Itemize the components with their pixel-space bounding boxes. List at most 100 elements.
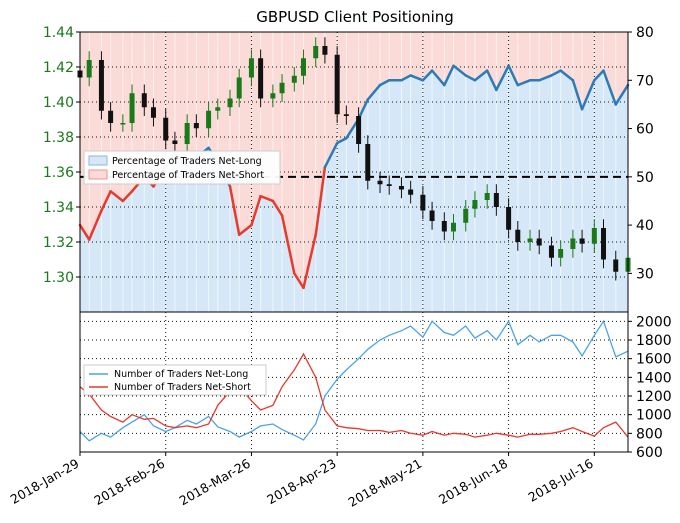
percent-net-long-segment	[250, 194, 262, 227]
bottom-legend: Number of Traders Net-Long Number of Trad…	[83, 364, 267, 396]
candle-body	[386, 184, 392, 186]
percent-net-long-segment	[121, 190, 134, 203]
top-legend: Percentage of Traders Net-Long Percentage…	[83, 150, 281, 185]
percent-net-long-segment	[421, 69, 434, 82]
top-legend-box	[83, 150, 281, 185]
right-axis-tick-label: 40	[636, 218, 654, 234]
candle-body	[484, 193, 490, 200]
candle-body	[184, 123, 190, 144]
bottom-plot-frame	[79, 311, 629, 453]
percent-net-long-segment	[443, 64, 455, 87]
candle-body	[450, 222, 456, 232]
candle-body	[163, 117, 169, 141]
percent-net-long-segment	[259, 194, 275, 203]
candle-body	[172, 140, 178, 144]
candle-body	[120, 123, 126, 125]
candle-body	[429, 210, 435, 221]
percent-net-long-segment	[430, 69, 446, 87]
count-net-long-line	[79, 319, 629, 442]
percent-net-long-segment	[593, 69, 605, 82]
candle-body	[236, 77, 242, 99]
right-axis-tick-label: 1000	[636, 408, 672, 424]
candle-body	[270, 93, 276, 99]
percent-net-long-segment	[271, 199, 284, 217]
percent-net-long-segment	[293, 272, 305, 290]
bottom-legend-box	[83, 364, 267, 396]
percent-net-long-segment	[314, 165, 327, 237]
candle-body	[536, 238, 542, 246]
percent-net-long-segment	[87, 209, 103, 241]
candle-body	[248, 58, 254, 78]
trader-count-panel: 600 800 1000 1200 1400 1600 1800 2000 Number of …	[79, 311, 672, 461]
percent-net-long-segment	[335, 136, 348, 145]
percent-net-long-segment	[507, 64, 520, 87]
candle-body	[334, 54, 340, 115]
percent-net-long-segment	[78, 223, 91, 241]
candle-body	[527, 238, 533, 242]
percent-net-long-segment	[228, 185, 241, 237]
right-axis-tick-label: 600	[636, 445, 663, 461]
percent-net-long-segment	[378, 79, 391, 87]
candle-body	[463, 208, 469, 223]
candle-body	[408, 189, 414, 195]
left-axis-tick-label: 1.32	[43, 235, 74, 251]
x-axis-tick-label: 2018-Jul-16	[526, 456, 596, 505]
candle-body	[356, 116, 362, 144]
x-axis-tick-label: 2018-Jun-18	[436, 456, 510, 507]
legend-swatch-net-short	[88, 169, 108, 180]
chart-title: GBPUSD Client Positioning	[256, 8, 454, 26]
candle-body	[322, 46, 328, 55]
percent-net-long-segment	[302, 233, 317, 290]
percent-net-long-segment	[409, 74, 425, 82]
candle-body	[613, 259, 619, 272]
percent-net-long-segment	[366, 83, 382, 101]
x-axis-tick-label: 2018-Feb-26	[91, 456, 167, 508]
net-short-area	[80, 32, 628, 288]
candle-body	[258, 58, 264, 99]
candle-body	[206, 110, 212, 129]
right-axis-tick-label: 800	[636, 426, 663, 442]
percent-net-long-segment	[602, 69, 618, 106]
x-axis-tick-label: 2018-Jan-29	[8, 456, 82, 507]
percent-net-long-segment	[323, 141, 339, 169]
x-axis-labels: 2018-Jan-29 2018-Feb-26 2018-Mar-26 2018-Ap…	[8, 452, 596, 510]
percent-net-long-segment	[550, 69, 562, 77]
percent-net-long-segment	[452, 64, 467, 77]
legend-label-count-long: Number of Traders Net-Long	[114, 369, 248, 380]
percent-net-long-segment	[537, 74, 553, 82]
candle-body	[108, 110, 114, 123]
percent-net-long-segment	[571, 79, 584, 111]
percent-net-long-segment	[109, 190, 125, 203]
percent-net-long-segment	[614, 83, 630, 106]
right-axis-tick-label: 80	[636, 25, 654, 41]
candle-body	[300, 58, 306, 76]
legend-label-net-long: Percentage of Traders Net-Long	[112, 156, 262, 167]
left-axis-tick-label: 1.42	[43, 60, 74, 76]
percent-net-long-segment	[100, 190, 112, 212]
candle-body	[141, 93, 147, 108]
left-axis-tick-label: 1.36	[43, 165, 74, 181]
candle-body	[398, 186, 404, 190]
candle-body	[591, 228, 597, 244]
x-axis-tick-label: 2018-May-21	[346, 456, 425, 510]
candle-body	[570, 238, 576, 249]
candle-body	[515, 229, 521, 242]
percent-net-long-segment	[464, 74, 477, 82]
percent-net-long-segment	[516, 79, 532, 87]
candle-body	[129, 93, 135, 123]
candle-body	[227, 98, 233, 108]
right-axis-tick-label: 60	[636, 122, 654, 138]
right-axis-tick-label: 1600	[636, 352, 672, 368]
right-axis-tick-label: 50	[636, 170, 654, 186]
percent-net-long-segment	[495, 64, 510, 92]
candle-body	[365, 144, 371, 181]
x-axis-tick-label: 2018-Mar-26	[177, 456, 253, 509]
percent-net-long-segment	[280, 214, 296, 275]
candle-body	[343, 114, 349, 116]
candle-body	[98, 60, 104, 111]
candle-body	[313, 46, 319, 59]
legend-label-count-short: Number of Traders Net-Short	[114, 382, 251, 393]
candle-body	[377, 180, 383, 185]
